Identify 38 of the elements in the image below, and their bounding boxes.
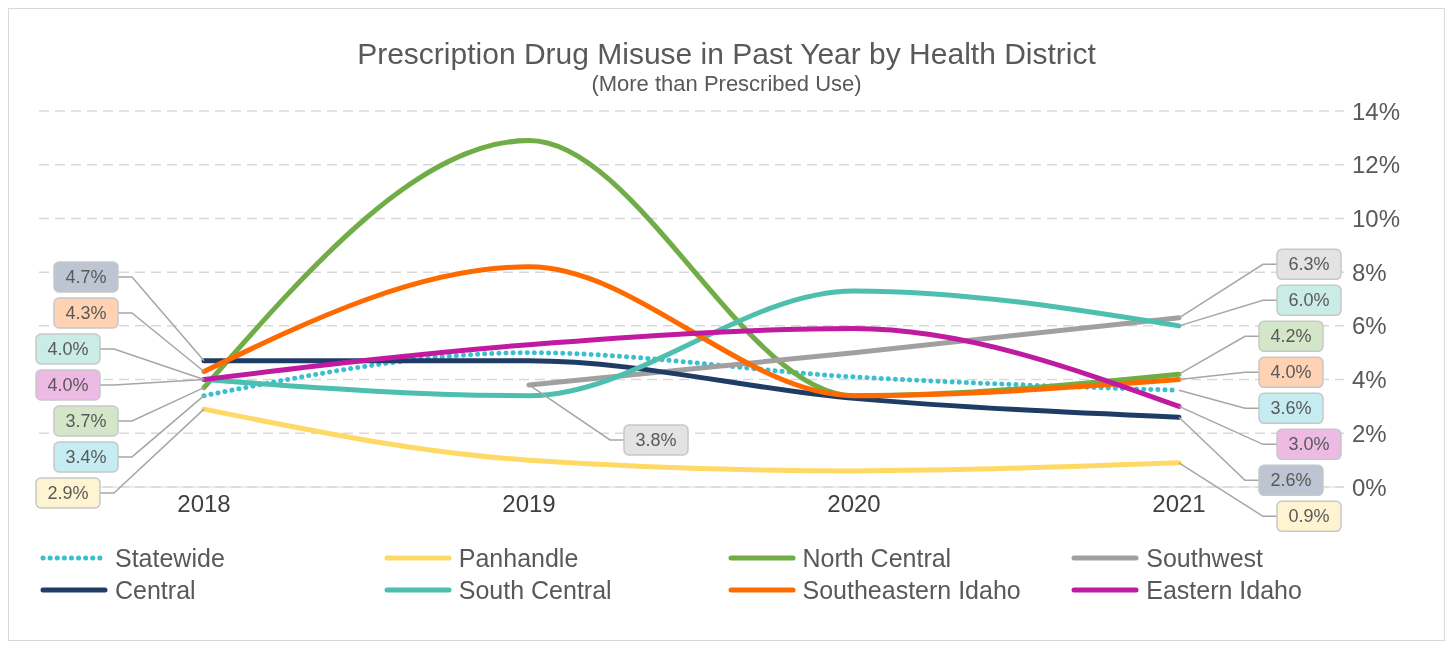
y-tick-label: 12%	[1352, 151, 1401, 179]
legend-label: Statewide	[115, 543, 225, 573]
y-tick-label: 14%	[1352, 97, 1401, 125]
y-tick-label: 10%	[1352, 204, 1401, 232]
data-label: 4.0%	[1270, 362, 1312, 383]
y-tick-label: 0%	[1352, 473, 1387, 501]
data-label: 2.6%	[1270, 470, 1312, 491]
x-tick-label: 2020	[827, 490, 881, 518]
data-label: 3.7%	[65, 410, 107, 431]
data-label: 4.2%	[1270, 326, 1312, 347]
data-label: 3.0%	[1288, 434, 1330, 455]
data-label: 0.9%	[1288, 506, 1330, 527]
data-label: 3.6%	[1270, 398, 1312, 419]
legend-label: Southeastern Idaho	[802, 575, 1021, 605]
legend-label: Southwest	[1146, 543, 1263, 573]
chart-subtitle: (More than Prescribed Use)	[590, 71, 863, 97]
y-tick-label: 2%	[1352, 419, 1387, 447]
data-label: 2.9%	[47, 482, 89, 503]
legend-label: North Central	[802, 543, 952, 573]
y-tick-label: 4%	[1352, 366, 1387, 394]
data-label: 4.3%	[65, 302, 107, 323]
legend-label: Central	[115, 575, 196, 605]
data-label: 4.0%	[47, 338, 89, 359]
data-label: 4.0%	[47, 374, 89, 395]
x-tick-label: 2019	[502, 490, 556, 518]
legend-label: South Central	[458, 575, 612, 605]
x-tick-label: 2021	[1152, 490, 1206, 518]
data-label: 4.7%	[65, 266, 107, 287]
chart-title: Prescription Drug Misuse in Past Year by Health District	[356, 37, 1097, 71]
x-tick-label: 2018	[177, 490, 231, 518]
data-label: 6.0%	[1288, 290, 1330, 311]
y-tick-label: 8%	[1352, 258, 1387, 286]
data-label: 3.8%	[635, 429, 677, 450]
y-tick-label: 6%	[1352, 312, 1387, 340]
data-label: 3.4%	[65, 446, 107, 467]
legend-label: Eastern Idaho	[1146, 575, 1302, 605]
data-label: 6.3%	[1288, 254, 1330, 275]
legend-label: Panhandle	[458, 543, 579, 573]
